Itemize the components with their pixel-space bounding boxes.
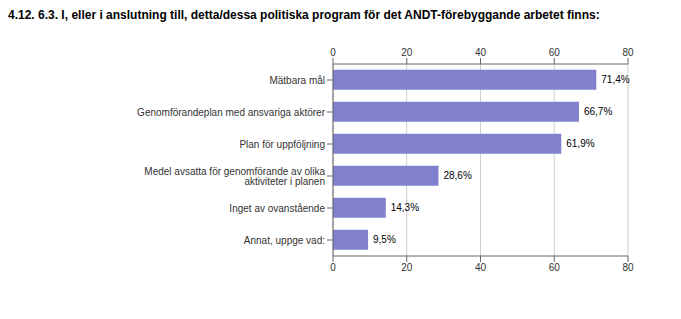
svg-text:Genomförandeplan med ansvariga: Genomförandeplan med ansvariga aktörer [137,107,326,118]
html-text:4.12. 6.3. I, eller i anslutni: 4.12. 6.3. I, eller i anslutning till, d… [8,8,600,22]
svg-text:Annat, uppge vad:: Annat, uppge vad: [244,235,325,246]
svg-text:60: 60 [549,262,561,273]
svg-text:9,5%: 9,5% [373,234,396,245]
svg-text:40: 40 [475,262,487,273]
svg-text:Mätbara mål: Mätbara mål [269,75,325,86]
svg-text:71,4%: 71,4% [601,74,629,85]
svg-text:80: 80 [622,47,634,58]
svg-text:Inget av ovanstående: Inget av ovanstående [229,203,325,214]
svg-text:Medel avsatta för genomförande: Medel avsatta för genomförande av olikaa… [144,166,325,187]
svg-text:40: 40 [475,47,487,58]
svg-text:14,3%: 14,3% [391,202,419,213]
svg-text:60: 60 [549,47,561,58]
svg-text:28,6%: 28,6% [443,170,471,181]
svg-text:66,7%: 66,7% [584,106,612,117]
svg-text:Plan för uppföljning: Plan för uppföljning [239,139,325,150]
svg-text:80: 80 [622,262,634,273]
svg-text:20: 20 [401,47,413,58]
svg-text:20: 20 [401,262,413,273]
svg-text:0: 0 [330,47,336,58]
svg-text:0: 0 [330,262,336,273]
svg-text:61,9%: 61,9% [566,138,594,149]
